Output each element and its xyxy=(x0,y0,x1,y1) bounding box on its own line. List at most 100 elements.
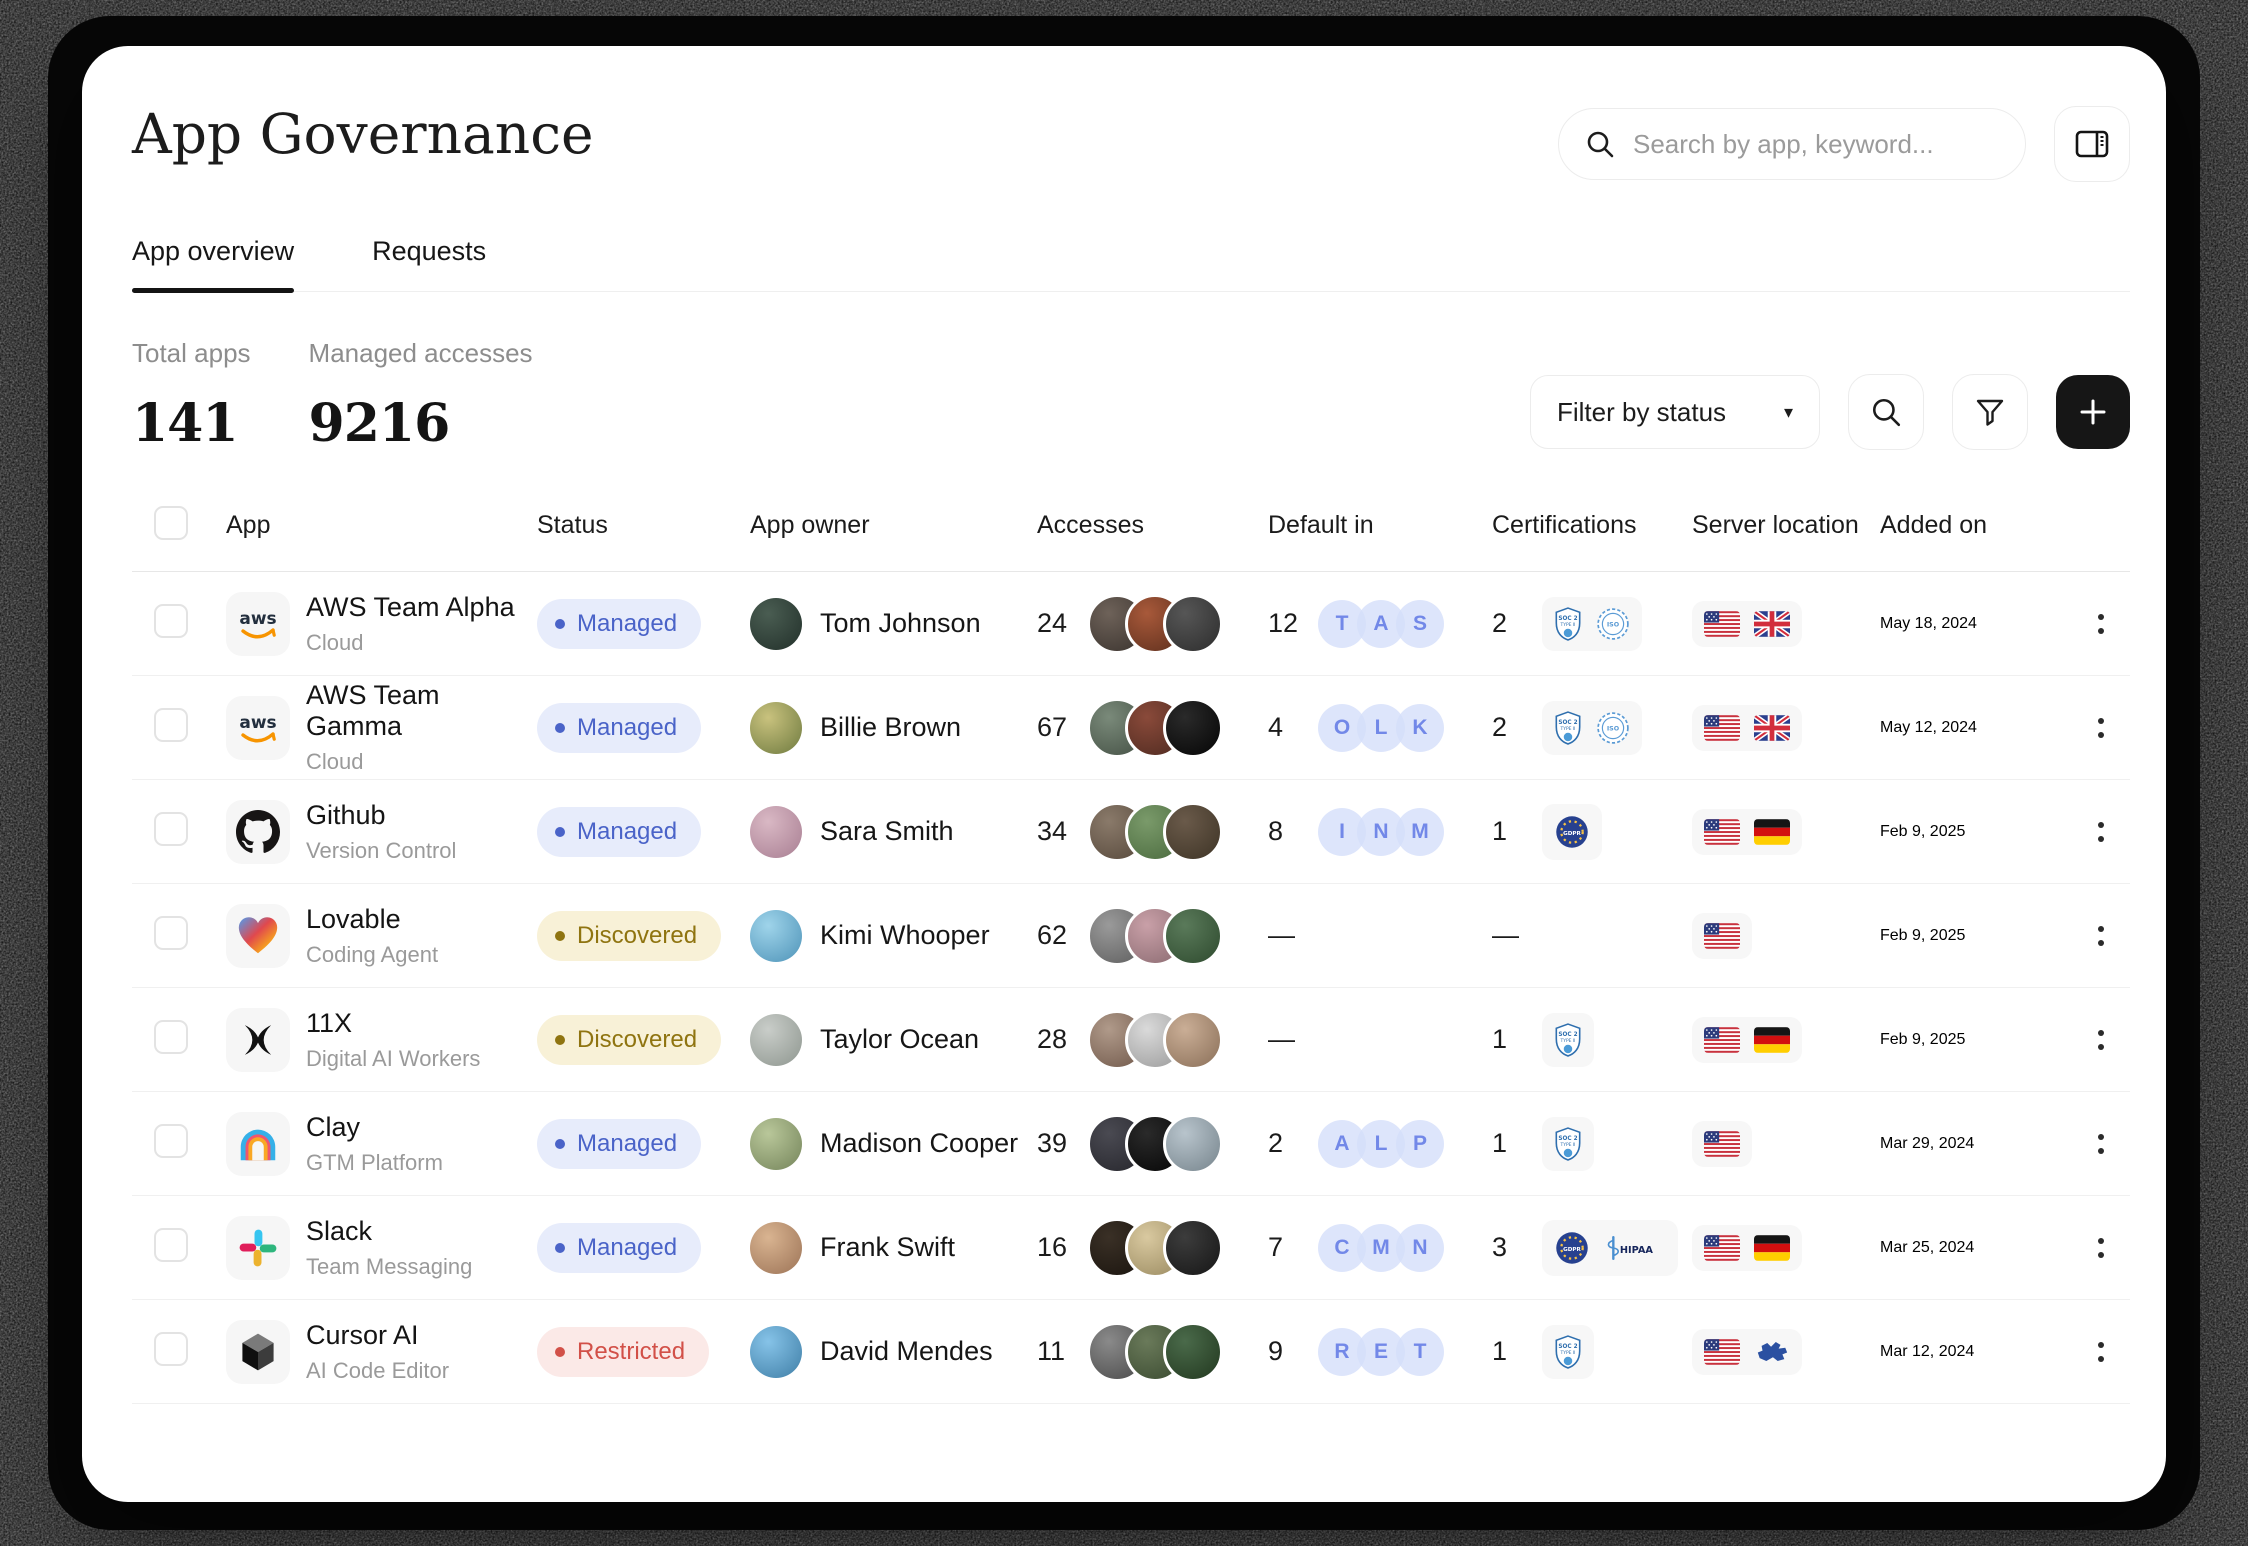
kebab-menu-icon[interactable] xyxy=(2092,812,2110,852)
us-flag-icon xyxy=(1704,1130,1740,1157)
svg-text:ISO: ISO xyxy=(1607,620,1620,628)
default-in-count: 12 xyxy=(1268,608,1299,638)
status-label: Managed xyxy=(577,1129,678,1157)
row-checkbox[interactable] xyxy=(154,1228,188,1262)
default-in-count: — xyxy=(1268,1024,1295,1054)
table-row[interactable]: aws AWS Team Alpha Cloud Managed Tom Joh… xyxy=(132,572,2130,676)
kebab-menu-icon[interactable] xyxy=(2092,1020,2110,1060)
add-app-button[interactable] xyxy=(2056,375,2130,449)
status-dot xyxy=(555,618,565,629)
filter-by-status-dropdown[interactable]: Filter by status ▾ xyxy=(1530,375,1820,449)
search-input[interactable] xyxy=(1631,127,1999,161)
row-checkbox[interactable] xyxy=(154,708,188,742)
status-badge: Discovered xyxy=(537,1014,722,1065)
certification-badges: SOC 2 TYPE II xyxy=(1542,1116,1594,1171)
select-all-checkbox[interactable] xyxy=(154,506,188,540)
owner-name: Taylor Ocean xyxy=(820,1024,980,1054)
tab-requests[interactable]: Requests xyxy=(372,236,487,266)
status-badge: Restricted xyxy=(537,1326,710,1377)
app-icon xyxy=(226,903,290,968)
us-flag-icon xyxy=(1704,610,1740,637)
table-row[interactable]: Lovable Coding Agent Discovered Kimi Who… xyxy=(132,884,2130,988)
us-flag xyxy=(1704,714,1740,741)
de-flag xyxy=(1754,1026,1790,1053)
kebab-menu-icon[interactable] xyxy=(2092,1124,2110,1164)
dropdown-label: Filter by status xyxy=(1557,396,1727,427)
default-in-chip: A xyxy=(1357,599,1405,648)
status-badge: Managed xyxy=(537,702,702,753)
certifications-count: — xyxy=(1492,920,1519,950)
table-row[interactable]: 11X Digital AI Workers Discovered Taylor… xyxy=(132,988,2130,1092)
svg-text:GDPR: GDPR xyxy=(1563,1246,1581,1252)
access-avatars xyxy=(1087,593,1223,654)
svg-text:ISO: ISO xyxy=(1607,724,1620,732)
access-avatars xyxy=(1087,1321,1223,1382)
default-in-chip: A xyxy=(1318,1119,1366,1168)
europe-map-icon xyxy=(1757,1341,1788,1361)
de-flag xyxy=(1754,818,1790,845)
status-dot xyxy=(555,722,565,733)
stat-value: 9216 xyxy=(308,393,451,454)
search-icon xyxy=(1872,398,1901,427)
table-row[interactable]: Cursor AI AI Code Editor Restricted Davi… xyxy=(132,1300,2130,1404)
panel-toggle-button[interactable] xyxy=(2054,106,2130,182)
table-search-button[interactable] xyxy=(1848,374,1924,450)
search-icon xyxy=(1587,131,1614,158)
table-header-row: App Status App owner Accesses Default in Cert… xyxy=(132,506,2130,572)
accesses-count: 28 xyxy=(1037,1024,1068,1054)
row-checkbox[interactable] xyxy=(154,604,188,638)
us-flag xyxy=(1704,1338,1740,1365)
server-location-flags xyxy=(1692,600,1802,647)
table-toolbar: Filter by status ▾ xyxy=(1530,374,2130,450)
tab-app-overview[interactable]: App overview xyxy=(132,236,295,293)
server-location-flags xyxy=(1692,808,1802,855)
svg-text:SOC 2: SOC 2 xyxy=(1558,1031,1577,1037)
kebab-menu-icon[interactable] xyxy=(2092,1332,2110,1372)
status-dot xyxy=(555,1138,565,1149)
row-checkbox[interactable] xyxy=(154,916,188,950)
svg-text:SOC 2: SOC 2 xyxy=(1558,719,1577,725)
svg-text:GDPR: GDPR xyxy=(1563,830,1581,836)
kebab-menu-icon[interactable] xyxy=(2092,1228,2110,1268)
default-in-chip: N xyxy=(1396,1223,1444,1272)
table-row[interactable]: Slack Team Messaging Managed Frank Swift… xyxy=(132,1196,2130,1300)
app-category: Team Messaging xyxy=(306,1253,473,1279)
row-checkbox[interactable] xyxy=(154,1124,188,1158)
filter-button[interactable] xyxy=(1952,374,2028,450)
svg-text:SOC 2: SOC 2 xyxy=(1558,1135,1577,1141)
owner-name: Frank Swift xyxy=(820,1232,956,1262)
app-category: Cloud xyxy=(306,629,364,655)
global-search[interactable] xyxy=(1558,108,2026,180)
status-badge: Managed xyxy=(537,1118,702,1169)
table-row[interactable]: Github Version Control Managed Sara Smit… xyxy=(132,780,2130,884)
certifications-count: 1 xyxy=(1492,1336,1508,1366)
added-on-date: Mar 29, 2024 xyxy=(1880,1134,1975,1152)
access-avatar xyxy=(1163,1009,1223,1070)
kebab-menu-icon[interactable] xyxy=(2092,916,2110,956)
app-name: AWS Team Alpha xyxy=(306,591,515,622)
app-category: Version Control xyxy=(306,837,457,863)
default-in-count: 7 xyxy=(1268,1232,1284,1262)
server-location-flags xyxy=(1692,1224,1802,1271)
kebab-menu-icon[interactable] xyxy=(2092,604,2110,644)
owner-avatar xyxy=(750,805,802,858)
access-avatar xyxy=(1163,697,1223,758)
status-label: Managed xyxy=(577,1233,678,1261)
row-checkbox[interactable] xyxy=(154,1020,188,1054)
table-row[interactable]: aws AWS Team Gamma Cloud Managed Billie … xyxy=(132,676,2130,780)
app-icon xyxy=(226,1007,290,1072)
certifications-count: 1 xyxy=(1492,816,1508,846)
app-governance-window: App Governance App overview Requests Tot… xyxy=(82,46,2166,1502)
default-in-count: 2 xyxy=(1268,1128,1284,1158)
app-icon xyxy=(226,1319,290,1384)
svg-text:SOC 2: SOC 2 xyxy=(1558,615,1577,621)
row-checkbox[interactable] xyxy=(154,1332,188,1366)
access-avatar xyxy=(1163,905,1223,966)
accesses-count: 34 xyxy=(1037,816,1068,846)
kebab-menu-icon[interactable] xyxy=(2092,708,2110,748)
row-checkbox[interactable] xyxy=(154,812,188,846)
table-row[interactable]: Clay GTM Platform Managed Madison Cooper… xyxy=(132,1092,2130,1196)
